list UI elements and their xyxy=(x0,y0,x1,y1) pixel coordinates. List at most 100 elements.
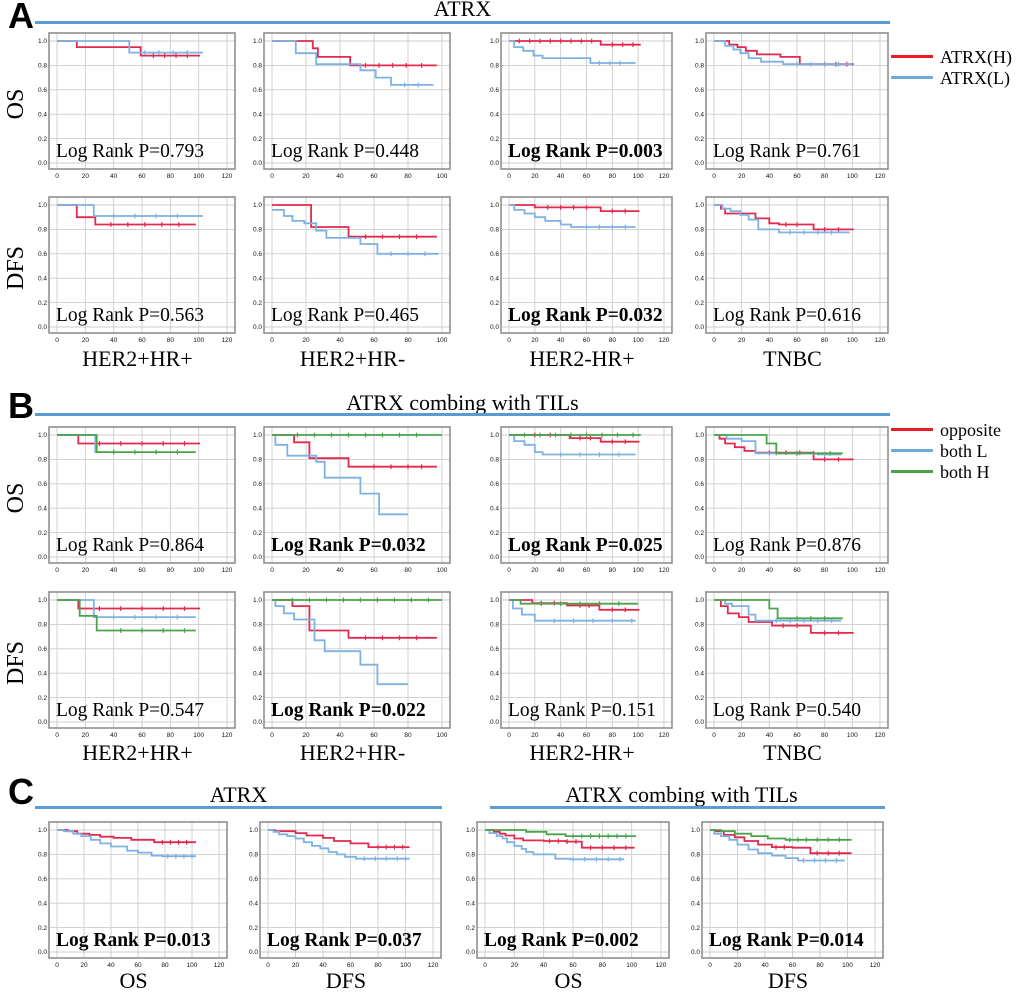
km-plot-b-dfs-tnbc: 1.0 0.8 0.6 0.4 0.2 0.0 0 20 40 60 80 100 120 Log Ran… xyxy=(695,591,889,739)
y-tick-label: 0.6 xyxy=(695,646,704,653)
x-tick-label: 60 xyxy=(583,173,591,180)
km-curve-atrx-h- xyxy=(714,204,854,231)
x-tick-label: 60 xyxy=(583,567,591,574)
km-plot-c-os-os: 1.0 0.8 0.6 0.4 0.2 0.0 0 20 40 60 80 100 120 Log Ran… xyxy=(38,821,228,969)
x-tick-label: 20 xyxy=(531,732,539,739)
x-tick-label: 20 xyxy=(82,567,90,574)
y-tick-label: 0.0 xyxy=(249,949,258,956)
km-curve-both-l xyxy=(509,434,636,456)
plot-border xyxy=(259,821,442,959)
x-tick-label: 20 xyxy=(738,567,746,574)
p-value-label: Log Rank P=0.793 xyxy=(56,141,204,162)
y-tick-label: 0.8 xyxy=(253,63,262,70)
x-tick-label: 0 xyxy=(55,962,59,969)
col-label-her2-hr-: HER2-HR+ xyxy=(529,740,635,765)
plot-border xyxy=(705,426,889,564)
km-curve-both-l xyxy=(714,434,842,456)
plot-border xyxy=(48,196,236,334)
y-tick-label: 0.0 xyxy=(691,949,700,956)
x-tick-label: 80 xyxy=(167,337,175,344)
x-tick-label: 120 xyxy=(870,962,881,969)
plot-background xyxy=(264,33,450,169)
km-curve-both-h xyxy=(57,434,196,453)
x-tick-label: 40 xyxy=(766,732,774,739)
x-tick-label: 60 xyxy=(370,337,378,344)
y-tick-label: 0.2 xyxy=(695,300,704,307)
y-tick-label: 0.8 xyxy=(490,622,499,629)
km-curve-both-l xyxy=(485,829,625,861)
y-tick-label: 0.6 xyxy=(490,251,499,258)
km-curve-both-h xyxy=(714,599,843,620)
plot-border xyxy=(263,196,451,334)
y-tick-label: 0.4 xyxy=(695,505,704,512)
y-tick-label: 0.2 xyxy=(490,300,499,307)
x-tick-label: 100 xyxy=(847,337,858,344)
x-tick-label: 100 xyxy=(633,173,644,180)
col-label-her2-hr-: HER2+HR+ xyxy=(82,346,193,371)
col-label-tnbc: TNBC xyxy=(763,740,822,765)
y-tick-label: 0.2 xyxy=(466,925,475,932)
plot-background xyxy=(49,427,235,563)
y-tick-label: 0.2 xyxy=(490,695,499,702)
y-tick-label: 0.2 xyxy=(490,530,499,537)
km-plot-a-os-her2hr: 1.0 0.8 0.6 0.4 0.2 0.0 0 20 40 60 80 100 120 Log Ran… xyxy=(38,32,236,180)
legend-entry-both-h: both H xyxy=(891,461,1001,482)
x-tick-label: 120 xyxy=(656,962,667,969)
km-curve-opposite xyxy=(485,829,635,849)
x-tick-label: 80 xyxy=(167,173,175,180)
x-tick-label: 60 xyxy=(583,732,591,739)
x-tick-label: 100 xyxy=(437,567,448,574)
y-tick-label: 0.0 xyxy=(490,719,499,726)
x-tick-label: 20 xyxy=(302,732,310,739)
col-label-tnbc: TNBC xyxy=(763,346,822,371)
km-plot-b-dfs-her2hr: 1.0 0.8 0.6 0.4 0.2 0.0 0 20 40 60 80 100 120 Log Ran… xyxy=(38,591,236,739)
plot-border xyxy=(476,821,670,959)
y-tick-label: 0.8 xyxy=(490,63,499,70)
x-tick-label: 40 xyxy=(557,567,565,574)
y-tick-label: 0.6 xyxy=(466,876,475,883)
x-tick-label: 80 xyxy=(374,962,382,969)
km-plot-b-dfs-her2-hr: 1.0 0.8 0.6 0.4 0.2 0.0 0 20 40 60 80 100 120 Log Ran… xyxy=(490,591,673,739)
y-tick-label: 0.4 xyxy=(490,670,499,677)
y-tick-label: 1.0 xyxy=(38,38,47,45)
y-tick-label: 1.0 xyxy=(490,38,499,45)
plot-border xyxy=(500,32,673,170)
x-tick-label: 80 xyxy=(404,567,412,574)
y-tick-label: 0.2 xyxy=(253,530,262,537)
plot-border xyxy=(48,591,236,729)
x-tick-label: 80 xyxy=(609,567,617,574)
col-label-dfs: DFS xyxy=(767,968,809,993)
y-tick-label: 1.0 xyxy=(695,432,704,439)
plot-background xyxy=(706,427,888,563)
y-tick-label: 0.4 xyxy=(38,275,47,282)
col-label-os: OS xyxy=(119,968,148,993)
plot-background xyxy=(260,822,441,958)
y-tick-label: 0.6 xyxy=(253,87,262,94)
y-tick-label: 0.0 xyxy=(38,719,47,726)
x-tick-label: 40 xyxy=(766,173,774,180)
x-tick-label: 80 xyxy=(404,732,412,739)
p-value-label: Log Rank P=0.563 xyxy=(56,305,204,326)
col-label-os: OS xyxy=(554,968,583,993)
x-tick-label: 60 xyxy=(370,567,378,574)
km-plot-a-dfs-her2hr-: 1.0 0.8 0.6 0.4 0.2 0.0 0 20 40 60 80 100 Log Rank P… xyxy=(253,196,451,344)
y-tick-label: 0.2 xyxy=(38,530,47,537)
km-curve-both-h xyxy=(57,599,196,632)
plot-background xyxy=(706,33,888,169)
p-value-label: Log Rank P=0.151 xyxy=(508,700,656,721)
panel-c-letter: C xyxy=(8,771,34,812)
plot-border xyxy=(705,32,889,170)
legend-label: ATRX(L) xyxy=(940,67,1010,88)
y-tick-label: 0.2 xyxy=(38,136,47,143)
p-value-label: Log Rank P=0.025 xyxy=(508,535,663,556)
km-plot-c-dfs-dfs: 1.0 0.8 0.6 0.4 0.2 0.0 0 20 40 60 80 100 120 Log Ran… xyxy=(249,821,442,969)
legend-line-swatch xyxy=(891,449,933,452)
x-tick-label: 60 xyxy=(347,962,355,969)
p-value-label: Log Rank P=0.465 xyxy=(271,305,419,326)
y-tick-label: 0.8 xyxy=(38,227,47,234)
y-tick-label: 0.8 xyxy=(695,63,704,70)
x-tick-label: 120 xyxy=(214,962,225,969)
x-tick-label: 120 xyxy=(222,173,233,180)
